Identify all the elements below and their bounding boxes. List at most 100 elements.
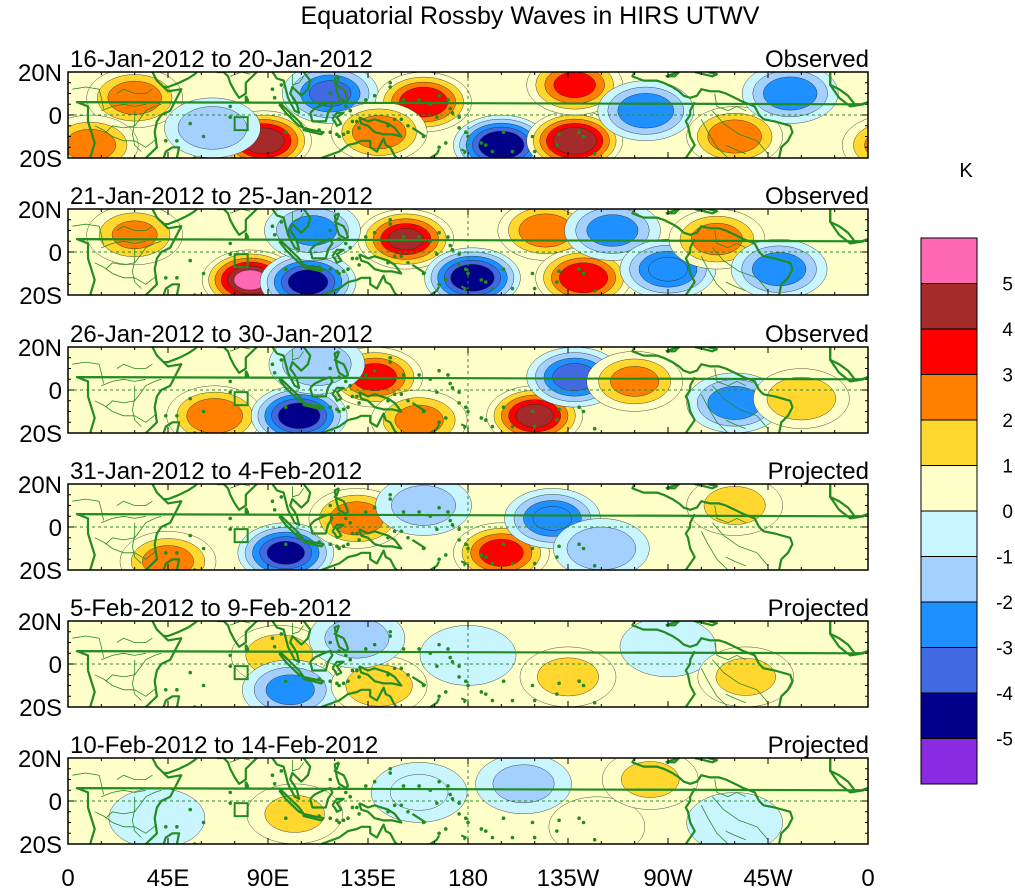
island [279,220,284,224]
island [328,130,333,134]
anomaly-cell [370,389,468,433]
country-border [101,515,146,524]
country-border [105,515,162,545]
island [490,424,495,429]
island [446,510,450,514]
panel-status: Observed [765,321,869,348]
colorbar-tick-label: 2 [1002,411,1013,432]
country-border [94,400,158,423]
coastline [684,238,696,295]
island [555,692,559,696]
coastline [631,621,794,707]
coastline [309,101,334,123]
coastline [665,484,681,490]
y-tick-label: 20N [18,197,62,224]
anomaly-cell [86,72,183,128]
island [228,104,233,109]
island [463,267,468,272]
coastline [278,513,305,541]
island [355,805,359,810]
anomaly-cell [108,788,206,844]
island [457,126,461,130]
colorbar-swatch [920,374,978,421]
anomaly-contour [548,796,646,844]
island [317,403,321,407]
island [337,786,341,790]
island [406,672,410,677]
country-border [94,262,158,285]
island [510,698,515,703]
island [279,632,284,636]
island [437,557,441,562]
coastline [271,621,312,663]
anomaly-contour [532,506,573,531]
island [443,141,448,145]
island [577,267,581,272]
island [388,497,393,501]
country-border [105,378,162,408]
coastline [320,412,398,433]
island [279,769,284,773]
island [386,123,390,128]
island [317,128,321,132]
island [399,666,404,671]
island [388,80,393,85]
coastline [75,621,865,707]
island [348,520,353,525]
coastline [320,274,398,295]
island [437,505,441,510]
island [437,642,441,647]
panel-date-range: 26-Jan-2012 to 30-Jan-2012 [70,321,373,348]
anomaly-field [72,209,868,295]
panel-ticks [67,620,869,708]
island [350,805,355,810]
island [557,132,561,137]
coastline [694,484,718,490]
coastline [75,347,865,433]
island [328,366,333,371]
coastline [271,347,312,389]
island [335,818,339,823]
island [448,243,453,248]
coastline [145,72,183,158]
island [557,407,561,412]
island [479,278,484,282]
island [501,405,506,410]
island [448,518,453,523]
island [386,672,390,677]
island [417,510,421,514]
island [406,809,410,814]
island [446,784,450,788]
island [401,510,406,514]
coastline [829,347,868,381]
island [510,424,515,429]
colorbar-swatch [920,237,978,284]
island [483,829,488,833]
panel-date-range: 21-Jan-2012 to 25-Jan-2012 [70,183,373,210]
island [283,405,288,410]
coastline [244,370,250,379]
island [337,546,341,551]
colorbar-tick-label: -3 [996,639,1013,660]
coastline [631,72,794,158]
island [437,831,441,836]
island [530,683,535,688]
anomaly-cell [242,659,339,707]
country-border [725,693,746,704]
coastline [271,209,312,251]
island [557,544,561,549]
panel-ticks [67,757,869,845]
anomaly-contour [707,119,762,154]
x-tick-label: 45W [743,865,793,890]
country-border [292,349,304,361]
island [201,271,206,276]
y-tick-label: 20N [18,472,62,499]
island [283,130,288,134]
island [457,252,461,256]
coastline [460,148,467,155]
island [399,117,404,122]
island [350,394,355,399]
colorbar-swatch [920,738,978,785]
coastlines [72,621,868,707]
